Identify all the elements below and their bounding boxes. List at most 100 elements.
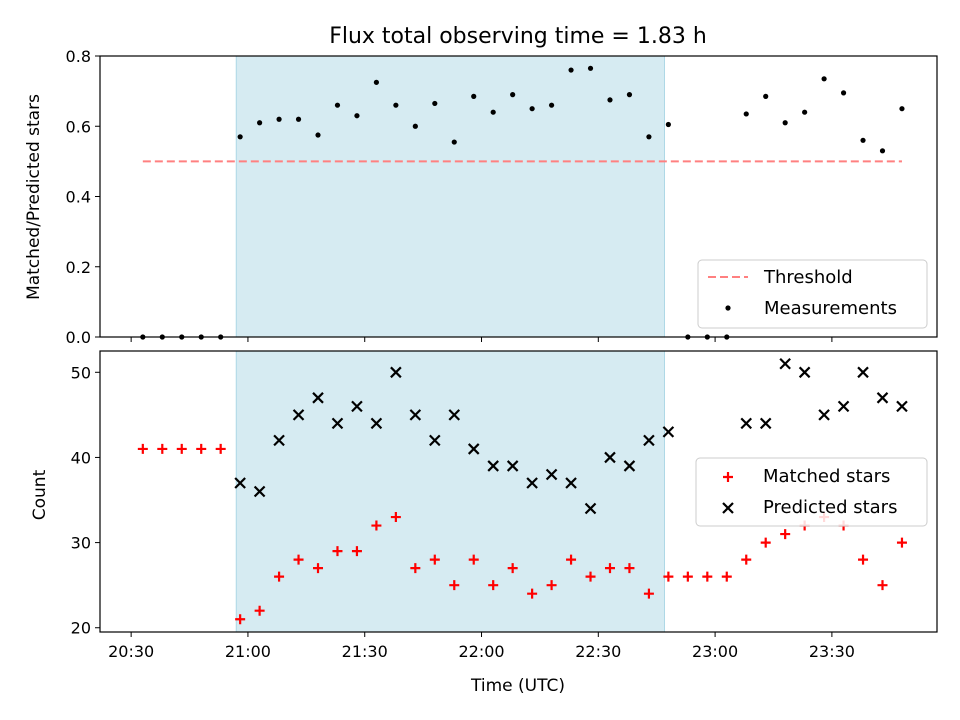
axes-frame <box>99 350 938 633</box>
matched-point <box>215 443 226 454</box>
predicted-point <box>545 468 558 481</box>
matched-point <box>274 571 285 582</box>
measurement-point <box>510 92 516 98</box>
matched-point <box>293 554 304 565</box>
measurement-point <box>607 97 613 103</box>
predicted-point <box>740 417 753 430</box>
predicted-point <box>526 477 538 489</box>
matched-point <box>176 443 187 454</box>
matched-point <box>332 546 343 557</box>
matched-point <box>585 571 596 582</box>
x-axis-label: Time (UTC) <box>470 676 565 696</box>
predicted-point <box>623 460 636 472</box>
measurement-point <box>276 116 282 122</box>
predicted-point <box>487 460 499 472</box>
matched-point <box>488 580 499 591</box>
legend: Threshold Measurements <box>697 259 928 329</box>
measurement-point <box>471 93 477 99</box>
matched-point <box>663 571 674 582</box>
measurement-point <box>237 134 243 140</box>
legend-box <box>697 259 928 329</box>
y-tick-label: 0.0 <box>66 328 91 347</box>
measurement-point <box>879 148 886 154</box>
matched-point <box>760 537 771 548</box>
measurement-point <box>568 67 574 73</box>
x-tick-label: 21:00 <box>225 642 271 661</box>
measurement-point <box>490 109 496 115</box>
x-tick-label: 23:00 <box>692 642 738 661</box>
matched-point <box>702 571 713 582</box>
matched-point <box>858 554 869 565</box>
measurement-point <box>646 134 652 140</box>
predicted-point <box>759 417 772 430</box>
y-tick-label: 0.4 <box>66 188 91 207</box>
predicted-point <box>506 460 519 472</box>
measurement-point <box>840 90 847 96</box>
matched-point <box>546 580 557 591</box>
y-tick-label: 30 <box>71 534 91 553</box>
legend-matched-label: Matched stars <box>763 466 890 487</box>
legend-predicted-label: Predicted stars <box>763 497 897 518</box>
measurement-point <box>860 137 866 143</box>
measurement-point <box>782 120 788 126</box>
y-tick-label: 0.6 <box>66 117 91 136</box>
predicted-point <box>273 434 285 447</box>
measurement-point <box>257 120 263 126</box>
matched-point <box>877 580 888 591</box>
observing-span <box>235 55 665 338</box>
x-tick-label: 22:30 <box>575 642 621 661</box>
measurement-point <box>393 102 399 108</box>
matched-point <box>410 563 421 574</box>
x-tick-label: 22:00 <box>458 642 504 661</box>
predicted-point <box>662 426 675 438</box>
predicted-point <box>448 409 461 421</box>
matched-point <box>624 563 635 574</box>
measurement-point <box>743 111 749 117</box>
matched-point <box>137 443 148 454</box>
matched-point <box>235 614 246 625</box>
predicted-point <box>837 400 850 413</box>
predicted-point <box>643 434 655 447</box>
y-tick-label: 0.2 <box>66 258 91 277</box>
legend-threshold-label: Threshold <box>763 267 853 288</box>
predicted-point <box>604 451 616 464</box>
measurement-point <box>295 116 302 122</box>
observing-span <box>235 350 665 633</box>
measurement-point <box>587 65 594 71</box>
matched-point <box>196 443 207 454</box>
predicted-point <box>253 485 266 498</box>
bottom-panel: 20 30 40 50 20:30 21:00 21:30 22:00 22:30 23:00 23… <box>71 350 938 661</box>
predicted-point <box>390 366 402 379</box>
measurement-point <box>899 106 905 112</box>
measurement-point <box>548 102 555 108</box>
x-tick-label: 20:30 <box>108 642 154 661</box>
measurement-point <box>432 100 438 107</box>
matched-point <box>896 537 907 548</box>
legend-measurement-swatch <box>725 305 731 311</box>
y-tick-label: 50 <box>71 363 91 382</box>
y-tick-label: 40 <box>71 448 91 467</box>
legend-measurement-label: Measurements <box>764 298 897 319</box>
x-tick-label: 23:30 <box>809 642 855 661</box>
legend-box <box>695 457 928 527</box>
matched-point <box>741 554 752 565</box>
y-tick-label: 0.8 <box>66 47 91 66</box>
top-panel: 0.0 0.2 0.4 0.6 0.8 Threshold Measurements <box>66 47 938 347</box>
matched-point <box>313 563 324 574</box>
y-tick-label: 20 <box>71 619 91 638</box>
predicted-point <box>312 392 324 404</box>
predicted-point <box>779 357 791 370</box>
measurement-point <box>451 139 457 145</box>
matched-point <box>468 554 479 565</box>
bottom-y-axis-label: Count <box>30 469 50 520</box>
predicted-point <box>234 477 246 489</box>
measurement-point <box>354 113 360 119</box>
predicted-point <box>331 417 344 430</box>
predicted-point <box>584 502 597 515</box>
top-y-axis-label: Matched/Predicted stars <box>24 94 44 300</box>
legend-predicted-swatch <box>722 502 734 514</box>
measurement-point <box>665 121 671 128</box>
matched-point <box>157 443 168 454</box>
matched-point <box>351 546 362 557</box>
